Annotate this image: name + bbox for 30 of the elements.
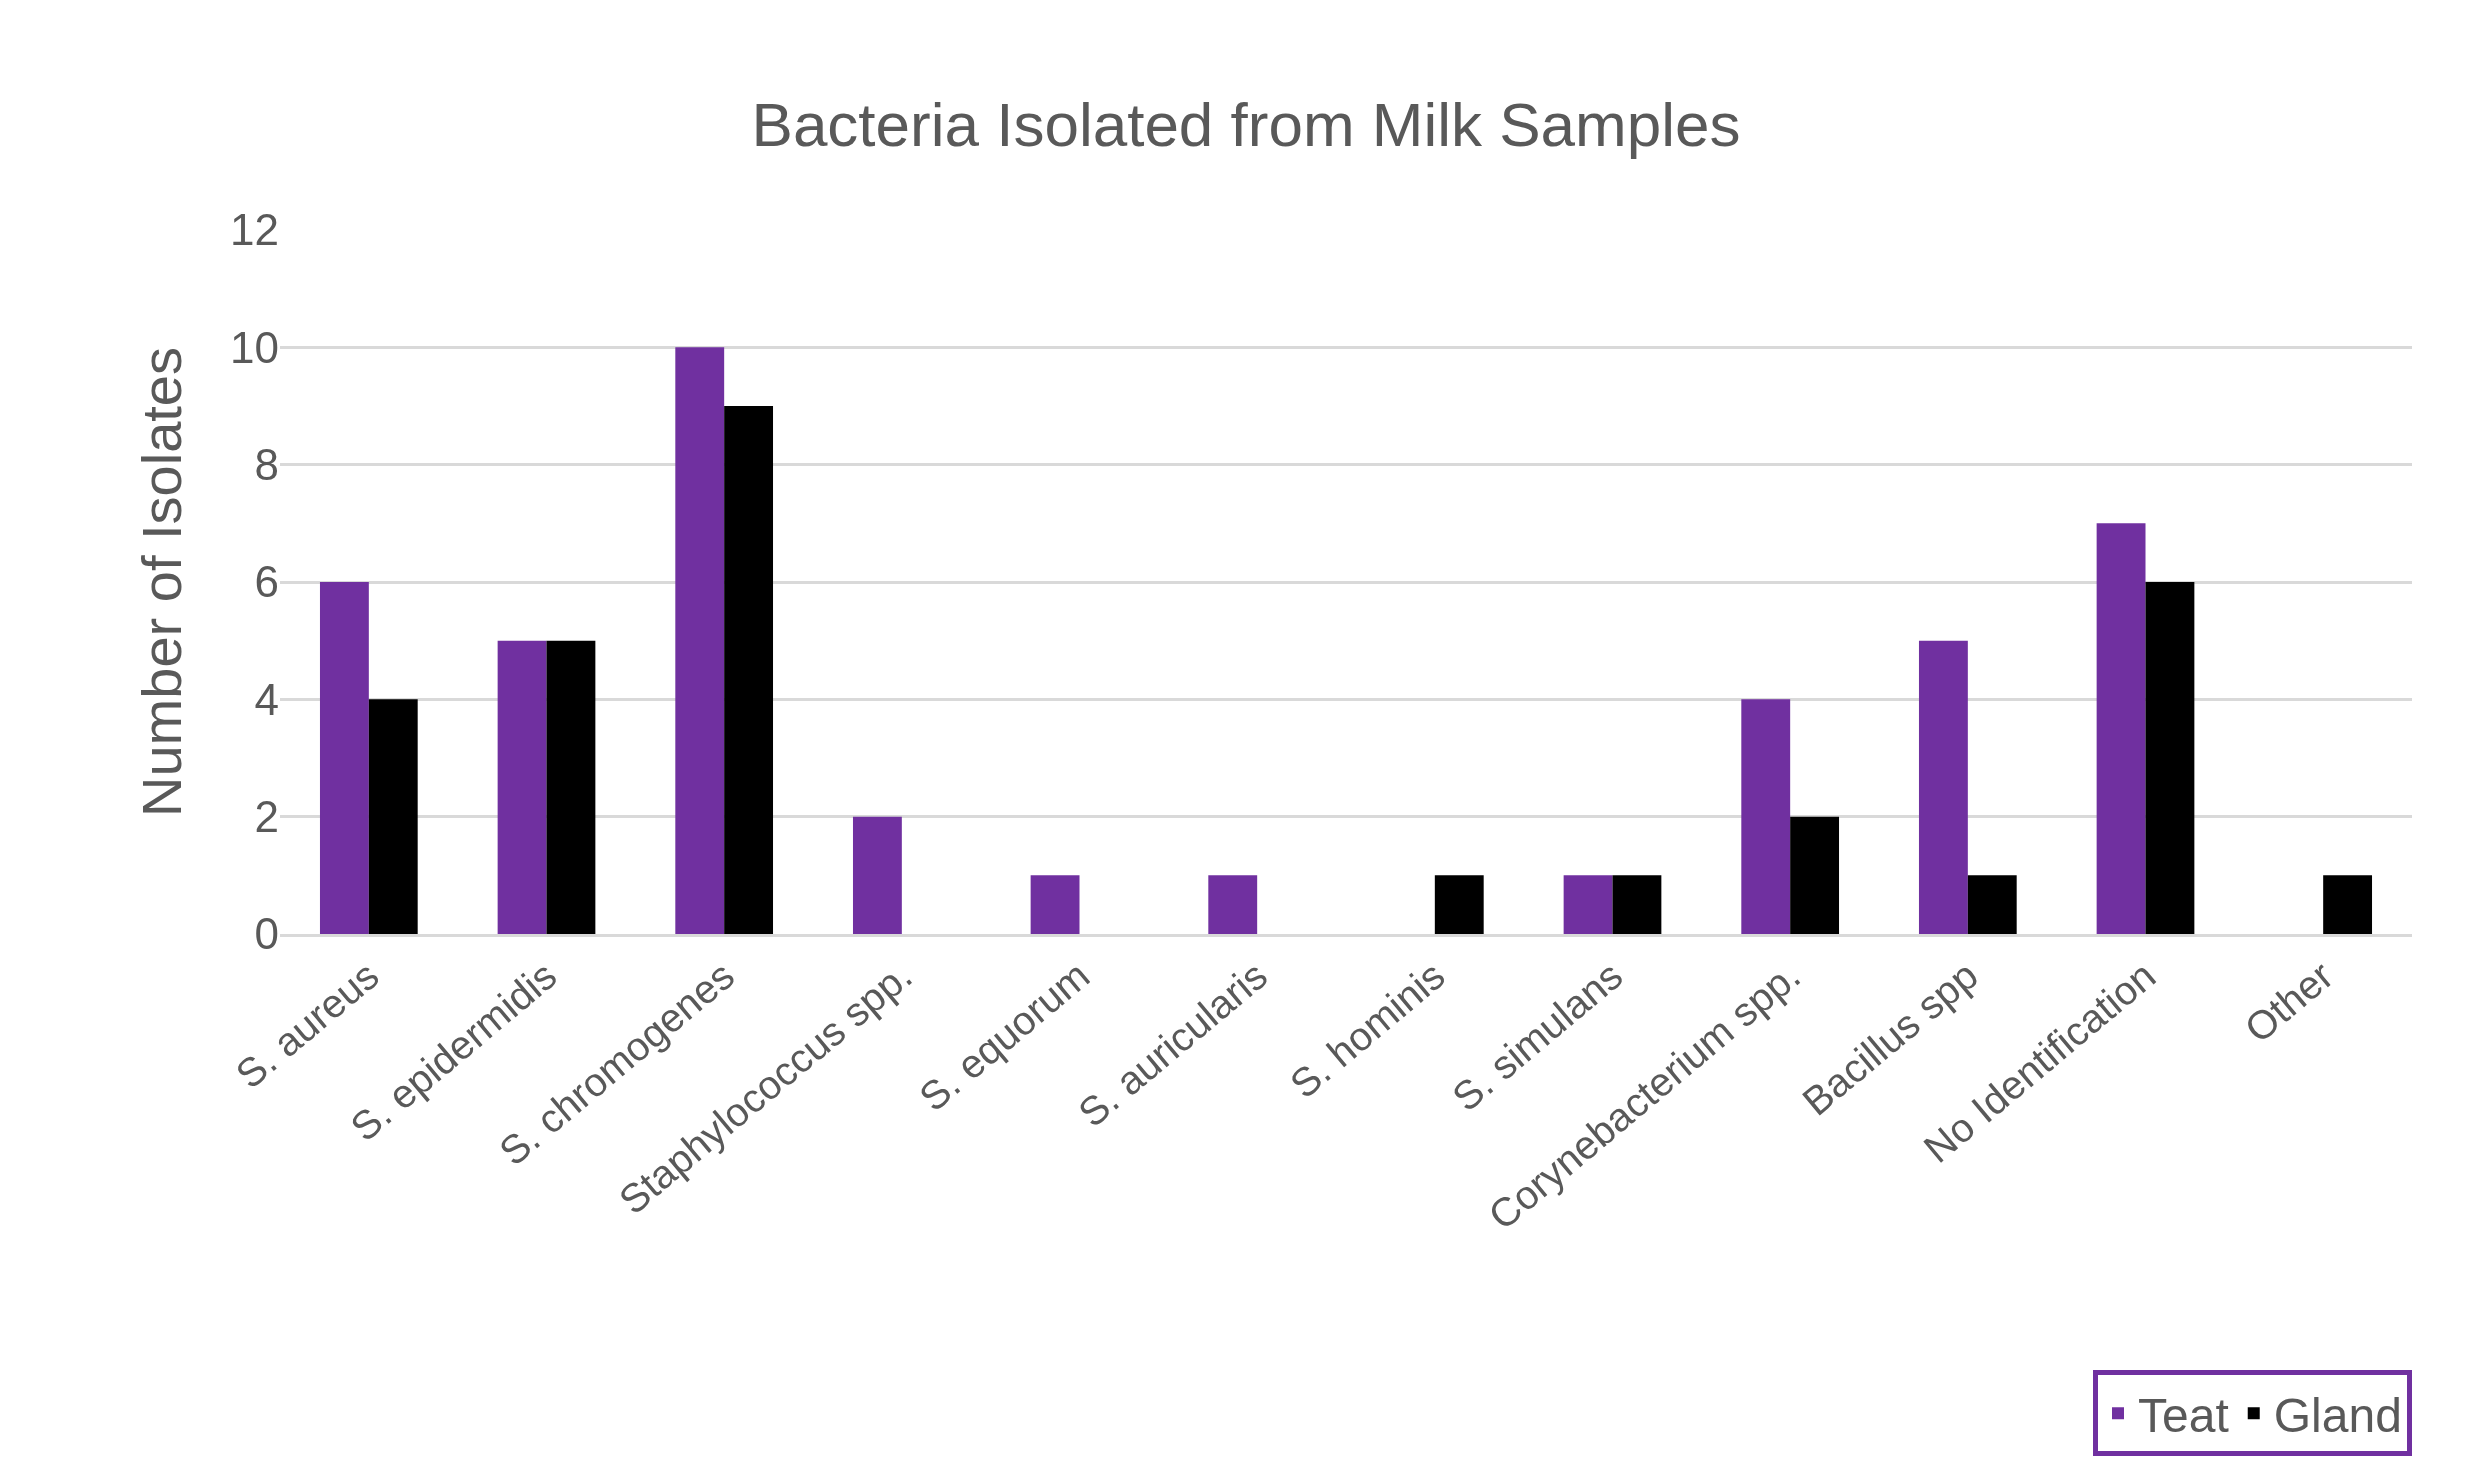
y-tick-label: 8: [254, 440, 279, 490]
y-tick-label: 6: [254, 557, 279, 607]
bar: [724, 406, 774, 934]
y-tick-label: 2: [254, 792, 279, 842]
bar: [2323, 875, 2373, 934]
bar: [675, 347, 725, 934]
bar: [1790, 816, 1840, 934]
chart-title: Bacteria Isolated from Milk Samples: [751, 90, 1741, 160]
bar: [2096, 523, 2146, 934]
bar: [1208, 875, 1258, 934]
legend-label: Teat: [2138, 1388, 2229, 1442]
bar: [1612, 875, 1662, 934]
y-axis-title: Number of Isolates: [129, 347, 193, 817]
bar: [497, 640, 547, 934]
y-tick-label: 0: [254, 909, 279, 959]
y-tick-label: 10: [230, 322, 279, 372]
y-tick-label: 12: [230, 205, 279, 255]
bar: [852, 816, 902, 934]
legend-label: Gland: [2273, 1388, 2402, 1442]
bar: [2145, 582, 2195, 934]
bar: [1563, 875, 1613, 934]
bar: [546, 640, 596, 934]
bar: [1434, 875, 1484, 934]
bar: [368, 699, 418, 934]
bar: [319, 582, 369, 934]
bar: [1030, 875, 1080, 934]
bar: [1967, 875, 2017, 934]
bar: [1918, 640, 1968, 934]
bar: [1741, 699, 1791, 934]
y-tick-label: 4: [254, 674, 279, 724]
